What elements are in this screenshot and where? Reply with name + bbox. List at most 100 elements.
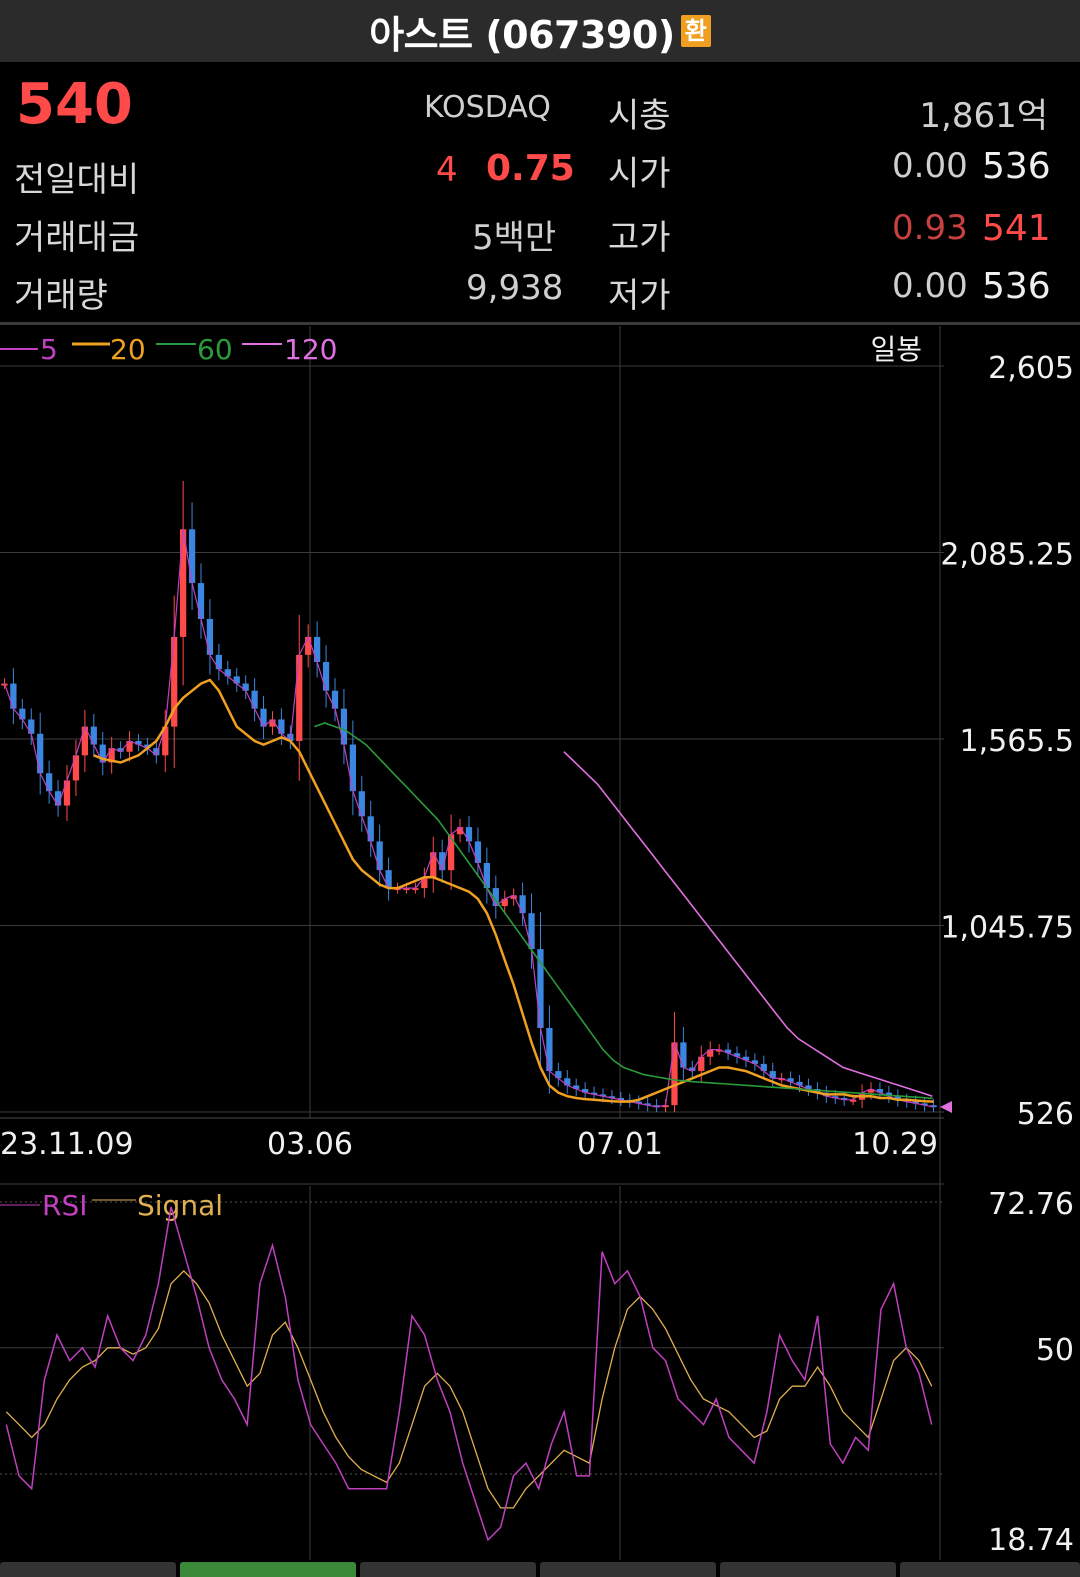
ma60-line bbox=[314, 722, 933, 1100]
legend-ma60: 60 bbox=[197, 333, 233, 366]
candle-body bbox=[99, 744, 106, 763]
candle-body bbox=[233, 676, 240, 684]
period-label[interactable]: 일봉 bbox=[870, 333, 922, 366]
candle-body bbox=[689, 1067, 696, 1072]
tab-4[interactable] bbox=[540, 1562, 716, 1577]
rsi-chart[interactable]: RSI Signal 72.76 50 18.74 bbox=[0, 1186, 1080, 1560]
ma120-line bbox=[563, 751, 933, 1097]
candle-body bbox=[483, 862, 490, 889]
candle-body bbox=[456, 827, 464, 835]
candle-body bbox=[260, 708, 267, 727]
volume-label: 거래량 bbox=[14, 276, 108, 316]
candle-body bbox=[171, 636, 178, 727]
candle-body bbox=[162, 726, 169, 756]
rsi-tick-label: 50 bbox=[1036, 1333, 1074, 1368]
high-pct: 0.93 bbox=[892, 208, 968, 248]
ma5-line bbox=[3, 529, 934, 1108]
legend-ma20: 20 bbox=[110, 333, 146, 366]
candle-body bbox=[707, 1049, 714, 1057]
candle-body bbox=[751, 1060, 758, 1064]
candle-body bbox=[90, 726, 97, 745]
candle-body bbox=[19, 708, 26, 720]
rsi-line bbox=[5, 1206, 933, 1542]
candle-body bbox=[787, 1078, 794, 1082]
candle-body bbox=[850, 1099, 857, 1102]
candle-body bbox=[46, 773, 53, 792]
price-chart[interactable]: 5 20 60 120 일봉 2,605 2,085.25 1,565.5 1,045… bbox=[0, 326, 1080, 1186]
candle-body bbox=[921, 1103, 928, 1106]
legend-signal: Signal bbox=[137, 1189, 223, 1222]
price-grid bbox=[0, 326, 944, 1186]
candle-body bbox=[180, 529, 187, 637]
tab-2[interactable] bbox=[180, 1562, 356, 1577]
candle-body bbox=[403, 888, 410, 891]
candle-body bbox=[662, 1105, 669, 1108]
signal-line bbox=[5, 1269, 933, 1509]
price-tick-label: 1,045.75 bbox=[940, 911, 1074, 946]
candle-body bbox=[251, 690, 258, 709]
candle-body bbox=[635, 1101, 642, 1104]
quote-panel: 540 KOSDAQ 전일대비 4 0.75 거래대금 5백만 거래량 9,93… bbox=[0, 62, 1080, 322]
candle-body bbox=[528, 913, 535, 950]
candle-body bbox=[537, 949, 544, 1029]
candle-body bbox=[135, 740, 142, 745]
tab-6[interactable] bbox=[900, 1562, 1080, 1577]
turnover-value: 5백만 bbox=[472, 218, 557, 258]
candle-body bbox=[385, 870, 392, 889]
candle-body bbox=[805, 1085, 812, 1090]
candle-body bbox=[197, 583, 205, 619]
tab-5[interactable] bbox=[720, 1562, 896, 1577]
candle-body bbox=[555, 1071, 562, 1079]
candle-body bbox=[930, 1105, 937, 1108]
price-y-axis: 2,605 2,085.25 1,565.5 1,045.75 526 bbox=[940, 351, 1074, 1132]
candle-body bbox=[573, 1085, 580, 1090]
low-pct: 0.00 bbox=[892, 266, 968, 306]
open-pct: 0.00 bbox=[892, 146, 968, 186]
candle-body bbox=[305, 636, 312, 655]
exchange-badge[interactable]: 환 bbox=[680, 15, 711, 47]
candle-body bbox=[340, 708, 348, 745]
candle-body bbox=[465, 827, 473, 842]
candle-body bbox=[28, 719, 35, 734]
candle-body bbox=[894, 1096, 901, 1100]
candle-body bbox=[519, 895, 526, 914]
candle-body bbox=[733, 1053, 741, 1057]
change-label: 전일대비 bbox=[14, 160, 140, 200]
tab-1[interactable] bbox=[0, 1562, 176, 1577]
candle-body bbox=[599, 1094, 607, 1097]
current-price-marker bbox=[940, 1100, 952, 1113]
stock-title: 아스트 (067390) bbox=[369, 12, 675, 57]
candle-body bbox=[716, 1049, 723, 1052]
current-price: 540 bbox=[16, 72, 133, 137]
candle-body bbox=[269, 719, 276, 727]
candle-body bbox=[742, 1056, 750, 1061]
candle-body bbox=[331, 690, 339, 709]
price-tick-label: 1,565.5 bbox=[959, 724, 1074, 759]
candle-body bbox=[117, 748, 124, 752]
candle-body bbox=[439, 852, 446, 871]
low-label: 저가 bbox=[608, 276, 671, 316]
candle-body bbox=[644, 1103, 651, 1106]
candle-body bbox=[912, 1101, 919, 1104]
candle-body bbox=[430, 852, 437, 878]
candle-body bbox=[653, 1105, 660, 1108]
tab-3[interactable] bbox=[360, 1562, 536, 1577]
candle-body bbox=[590, 1092, 598, 1095]
candle-body bbox=[724, 1049, 732, 1054]
candle-body bbox=[349, 744, 356, 792]
candle-body bbox=[242, 683, 249, 691]
legend-ma120: 120 bbox=[284, 333, 337, 366]
candle-body bbox=[448, 834, 455, 871]
candle-body bbox=[769, 1071, 776, 1079]
candle-body bbox=[760, 1063, 767, 1072]
high-value: 541 bbox=[982, 208, 1051, 249]
candle-body bbox=[474, 841, 482, 863]
candle-body bbox=[796, 1081, 803, 1086]
candle-body bbox=[367, 816, 374, 842]
candle-body bbox=[564, 1078, 571, 1086]
ma20-line bbox=[93, 678, 934, 1103]
candle-body bbox=[358, 791, 365, 817]
open-value: 536 bbox=[982, 146, 1051, 187]
candle-body bbox=[376, 841, 383, 871]
rsi-lines bbox=[5, 1206, 933, 1542]
